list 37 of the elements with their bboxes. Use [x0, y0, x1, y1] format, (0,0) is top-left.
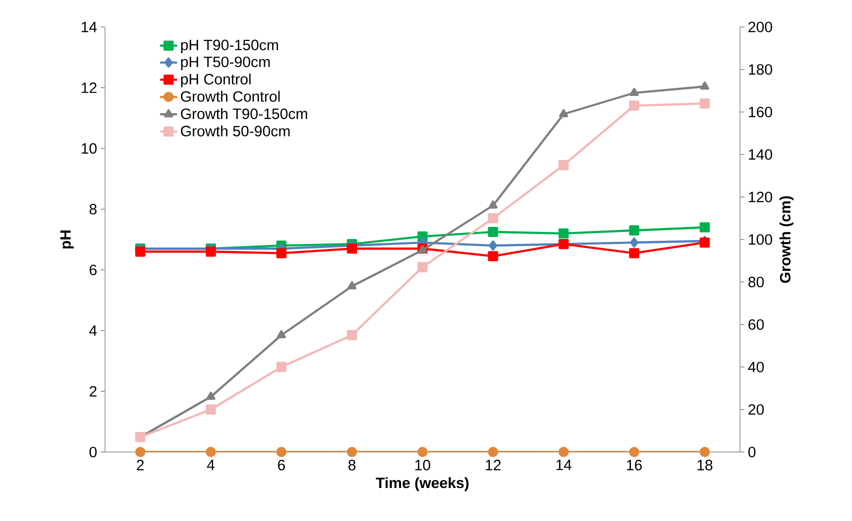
x-tick-label: 12: [486, 460, 501, 470]
x-tick-label: 10: [415, 460, 430, 470]
y-tick-label: 14: [82, 22, 97, 32]
y-tick-label: 6: [90, 264, 97, 276]
x-tick-label: 2: [136, 460, 144, 470]
y2-tick-label: 160: [748, 106, 772, 118]
y2-tick-label: 20: [748, 404, 764, 415]
legend-label: Growth Control: [180, 90, 280, 102]
y2-tick-label: 120: [748, 192, 772, 202]
y2-tick-label: 40: [748, 362, 764, 372]
x-tick-label: 8: [348, 460, 356, 470]
y-tick-label: 8: [90, 204, 97, 214]
x-tick-label: 16: [626, 460, 642, 470]
y-axis-title: pH: [60, 230, 74, 248]
y2-axis-title: Growth (cm): [780, 196, 794, 283]
x-tick-label: 14: [556, 460, 572, 470]
y-tick-label: 10: [82, 143, 97, 154]
y-tick-label: 2: [90, 386, 96, 396]
y2-tick-label: 100: [748, 234, 772, 245]
y2-tick-label: 180: [748, 64, 772, 75]
legend-label: pH Control: [181, 74, 251, 88]
x-axis-title: Time (weeks): [376, 477, 469, 492]
x-tick-label: 4: [207, 460, 215, 470]
y2-tick-label: 60: [748, 319, 764, 330]
legend-label: pH T50-90cm: [181, 56, 270, 70]
y2-tick-label: 140: [748, 149, 772, 160]
legend-label: Growth 50-90cm: [180, 125, 290, 136]
x-tick-label: 18: [698, 460, 712, 470]
y2-tick-label: 80: [748, 276, 764, 288]
legend-label: pH T90-150cm: [181, 40, 278, 54]
x-tick-label: 6: [278, 460, 285, 470]
y-tick-label: 4: [89, 325, 97, 336]
y-tick-label: 12: [82, 82, 96, 93]
legend-label: Growth T90-150cm: [180, 108, 308, 120]
y-tick-label: 0: [89, 446, 97, 458]
y2-tick-label: 0: [748, 446, 756, 458]
y2-tick-label: 200: [748, 22, 772, 32]
